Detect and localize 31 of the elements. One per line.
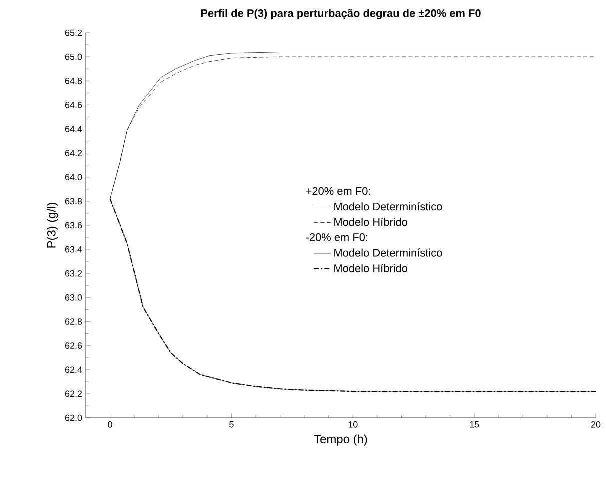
y-tick-label: 64.0	[65, 174, 82, 181]
x-tick-label: 10	[348, 422, 358, 428]
y-tick-label: 65.0	[65, 54, 82, 60]
y-tick-label: 62.6	[65, 342, 82, 349]
x-tick-label: 0	[108, 422, 112, 428]
y-tick-label: 65.2	[65, 30, 82, 36]
y-tick-label: 64.6	[65, 102, 82, 108]
y-tick-label: 63.2	[65, 270, 82, 277]
y-tick-label: 63.0	[65, 294, 82, 301]
x-tick-label: 20	[591, 422, 601, 428]
legend-label: Modelo Híbrido	[334, 218, 408, 226]
y-tick-label: 64.2	[65, 150, 82, 156]
y-tick-label: 62.0	[65, 414, 82, 422]
y-tick-label: 62.4	[65, 366, 82, 374]
x-tick-label: 5	[230, 422, 234, 428]
y-axis-title: P(3) (g/l)	[47, 203, 58, 248]
y-tick-label: 62.2	[65, 390, 82, 398]
legend-label: Modelo Determinístico	[334, 202, 442, 211]
y-tick-label: 64.8	[65, 78, 82, 84]
chart-title: Perfil de P(3) para perturbação degrau de ±20% em F0	[201, 9, 481, 20]
x-tick-label: 15	[470, 422, 480, 428]
legend-label: Modelo Determinístico	[334, 248, 442, 257]
y-tick-label: 63.8	[65, 198, 82, 205]
annotation: +20% em F0:	[306, 187, 370, 196]
y-tick-label: 63.6	[65, 222, 82, 229]
y-tick-label: 64.4	[65, 126, 82, 132]
annotation: -20% em F0:	[306, 234, 368, 242]
y-tick-label: 63.4	[65, 246, 82, 253]
legend-label: Modelo Híbrido	[334, 264, 408, 272]
x-axis-title: Tempo (h)	[314, 434, 368, 446]
y-tick-label: 62.8	[65, 318, 82, 325]
